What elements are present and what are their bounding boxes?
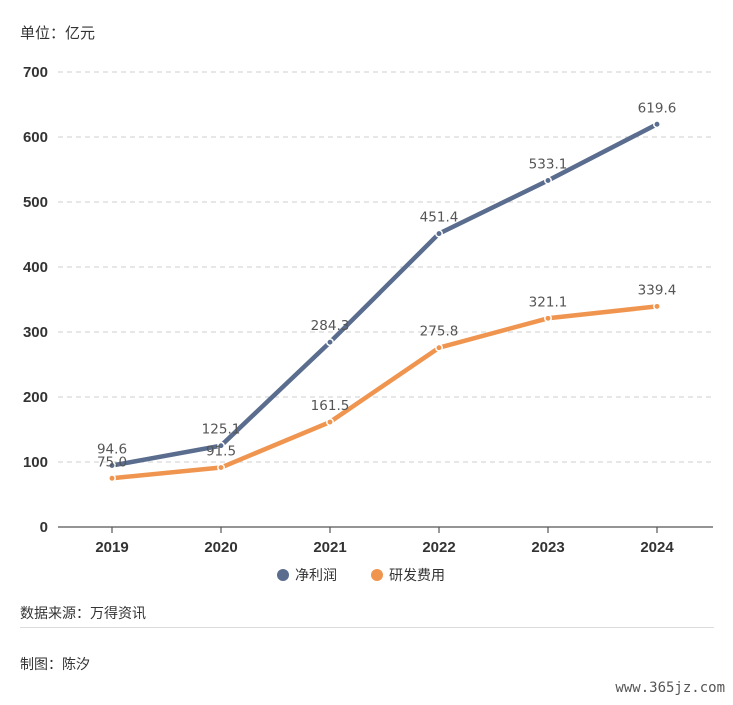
data-label: 339.4 [638, 282, 677, 298]
data-point [435, 343, 443, 352]
x-axis: 2019 2020 2021 2022 2023 2024 [58, 526, 713, 556]
y-tick-label: 700 [23, 64, 48, 81]
legend-marker [277, 569, 289, 581]
y-tick-label: 300 [23, 324, 48, 341]
x-tick-label: 2019 [95, 539, 128, 556]
data-point [653, 120, 661, 129]
data-point [544, 176, 552, 185]
y-tick-label: 400 [23, 259, 48, 276]
data-point [217, 463, 225, 472]
data-label: 125.1 [202, 422, 241, 438]
series-line [109, 122, 660, 468]
data-point [326, 418, 334, 426]
y-axis: 0 100 200 300 400 500 600 700 [23, 64, 48, 536]
series-lines [108, 120, 661, 483]
data-label: 321.1 [529, 294, 568, 310]
data-point [326, 338, 334, 347]
data-point [217, 441, 225, 450]
y-tick-label: 100 [23, 454, 48, 471]
gridlines [58, 71, 713, 463]
data-point [108, 461, 116, 470]
data-point [108, 474, 116, 483]
data-label: 533.1 [529, 156, 568, 172]
data-point [435, 229, 443, 238]
data-label: 91.5 [206, 444, 236, 460]
x-tick-label: 2024 [640, 539, 674, 556]
data-label: 451.4 [420, 210, 459, 226]
watermark: www.365jz.com [615, 680, 725, 696]
y-tick-label: 600 [23, 129, 48, 146]
data-label: 94.6 [97, 442, 127, 458]
legend-item-label: 研发费用 [389, 568, 445, 584]
legend: 净利润 研发费用 [277, 568, 445, 584]
data-point [653, 302, 661, 311]
data-label: 619.6 [638, 100, 677, 116]
x-tick-label: 2021 [313, 539, 346, 556]
data-label: 75.0 [97, 454, 127, 470]
y-tick-label: 200 [23, 389, 48, 406]
series-line [109, 304, 660, 481]
y-tick-label: 0 [40, 519, 48, 536]
author-note: 制图：陈汐 [20, 657, 90, 673]
data-label: 161.5 [311, 398, 350, 414]
data-labels: 94.6 125.1 284.3 451.4 533.1 619.6 75.0 91.5 161… [97, 100, 676, 470]
divider [20, 627, 714, 628]
data-point [544, 314, 552, 323]
source-note: 数据来源：万得资讯 [20, 606, 146, 622]
legend-marker [371, 569, 383, 581]
x-tick-label: 2023 [531, 539, 564, 556]
x-tick-label: 2020 [204, 539, 237, 556]
unit-label: 单位：亿元 [20, 24, 96, 42]
x-tick-label: 2022 [422, 539, 455, 556]
data-label: 284.3 [311, 318, 350, 334]
y-tick-label: 500 [23, 194, 48, 211]
data-label: 275.8 [420, 324, 459, 340]
legend-item-label: 净利润 [295, 568, 337, 584]
